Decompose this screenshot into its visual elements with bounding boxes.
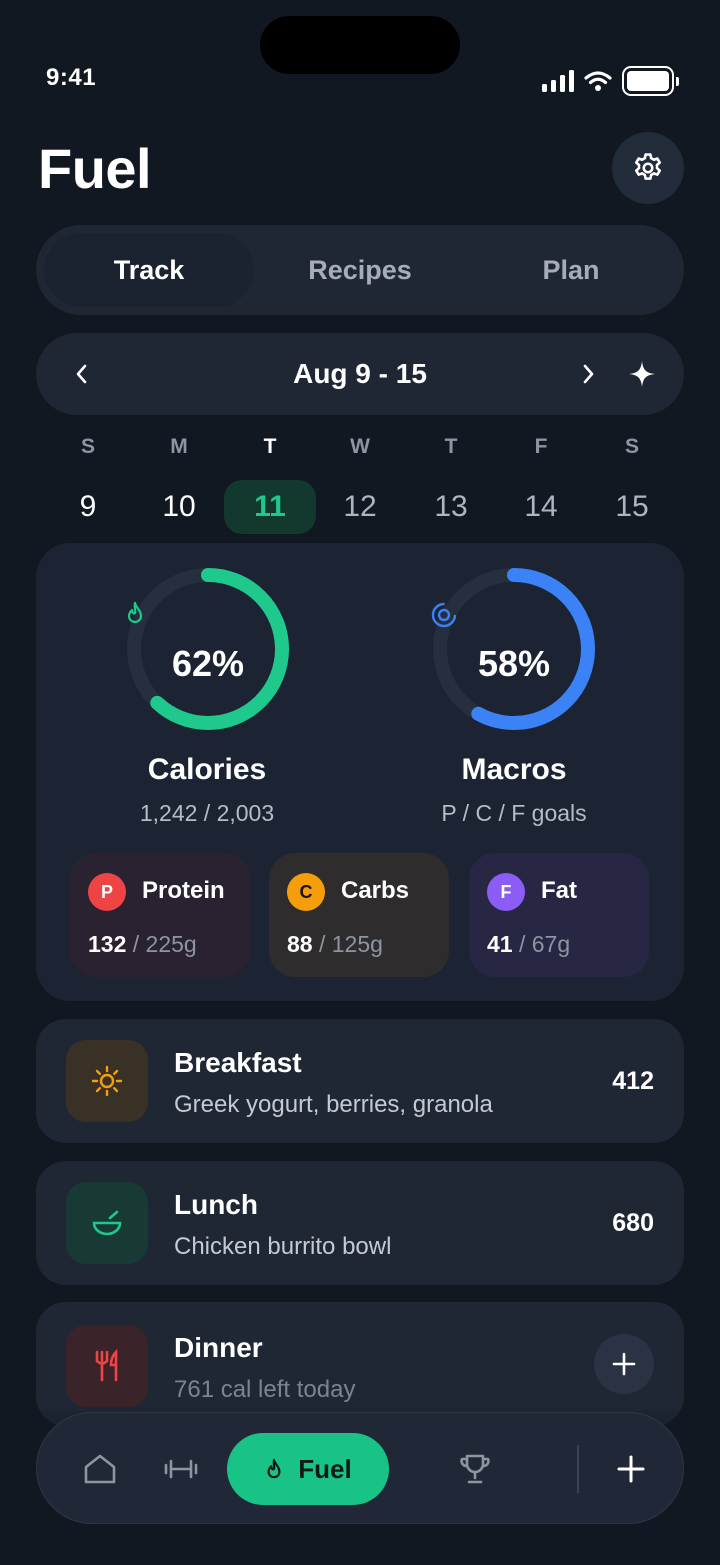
fat-badge: F (487, 873, 525, 911)
day-item[interactable]: W 12 (314, 432, 406, 534)
day-number: 9 (79, 490, 97, 523)
nav-workout-button[interactable] (161, 1413, 201, 1525)
gear-icon (634, 153, 662, 180)
sun-icon (66, 1040, 148, 1122)
nav-fuel-button[interactable]: Fuel (227, 1433, 389, 1505)
nav-achievements-button[interactable] (455, 1413, 495, 1525)
tab-bar: Track Recipes Plan (36, 225, 684, 315)
protein-badge: P (88, 873, 126, 911)
meal-description: Chicken burrito bowl (174, 1233, 392, 1260)
fat-value: 41 / 67g (487, 931, 570, 958)
status-icons (542, 66, 679, 96)
day-item[interactable]: F 14 (495, 432, 587, 534)
protein-label: Protein (142, 877, 225, 904)
day-letter: M (170, 435, 188, 458)
dynamic-island (260, 16, 460, 74)
day-number: 11 (224, 480, 316, 534)
meal-calories: 680 (612, 1209, 654, 1237)
plus-icon (612, 1352, 636, 1376)
day-number: 12 (343, 490, 377, 523)
day-number: 10 (162, 490, 196, 523)
settings-button[interactable] (612, 132, 684, 204)
day-number: 13 (434, 490, 468, 523)
status-time: 9:41 (46, 64, 97, 91)
meal-card-lunch[interactable]: Lunch Chicken burrito bowl 680 (36, 1161, 684, 1285)
day-letter: T (444, 435, 458, 458)
calories-title: Calories (147, 753, 267, 786)
ai-sparkle-button[interactable] (622, 354, 662, 394)
tab-recipes[interactable]: Recipes (308, 254, 412, 285)
nav-add-button[interactable] (609, 1413, 653, 1525)
fat-label: Fat (541, 877, 577, 904)
fat-card[interactable]: F Fat 41 / 67g (469, 853, 649, 977)
trophy-icon (460, 1454, 490, 1484)
signal-icon (542, 70, 574, 92)
calories-value: 1,242 / 2,003 (139, 800, 275, 826)
utensils-icon (66, 1325, 148, 1407)
fat-goal: / 67g (512, 931, 571, 957)
bowl-icon (66, 1182, 148, 1264)
macros-subtitle: P / C / F goals (441, 800, 587, 826)
wifi-icon (584, 71, 612, 91)
protein-current: 132 (88, 931, 127, 957)
day-letter: S (80, 435, 95, 458)
week-range: Aug 9 - 15 (293, 358, 427, 389)
plus-icon (617, 1455, 645, 1483)
meal-title: Lunch (174, 1189, 258, 1220)
calories-percent: 62% (171, 643, 245, 684)
day-item[interactable]: S 15 (586, 432, 678, 534)
day-item[interactable]: S 9 (42, 432, 134, 534)
flame-icon (267, 1458, 281, 1479)
meal-description: 761 cal left today (174, 1376, 356, 1403)
macros-title: Macros (461, 753, 567, 786)
macros-ring: 58% (430, 565, 598, 733)
dumbbell-icon (164, 1459, 198, 1479)
day-item[interactable]: T 13 (405, 432, 497, 534)
page-title: Fuel (38, 137, 152, 200)
home-icon (84, 1454, 116, 1484)
meal-title: Breakfast (174, 1047, 302, 1078)
carbs-label: Carbs (341, 877, 410, 904)
fat-current: 41 (487, 931, 513, 957)
daily-summary-card: 62% Calories 1,242 / 2,003 58% Macros P … (36, 543, 684, 1001)
tab-plan[interactable]: Plan (542, 254, 600, 285)
chevron-right-icon (583, 364, 594, 384)
carbs-value: 88 / 125g (287, 931, 383, 958)
battery-icon (622, 66, 679, 96)
day-letter: F (534, 435, 548, 458)
prev-week-button[interactable] (62, 354, 102, 394)
meal-card-breakfast[interactable]: Breakfast Greek yogurt, berries, granola… (36, 1019, 684, 1143)
day-number: 14 (524, 490, 558, 523)
protein-value: 132 / 225g (88, 931, 197, 958)
meal-description: Greek yogurt, berries, granola (174, 1091, 493, 1118)
carbs-badge: C (287, 873, 325, 911)
tab-track[interactable]: Track (44, 233, 254, 307)
day-item[interactable]: M 10 (133, 432, 225, 534)
day-letter: T (263, 435, 277, 458)
add-dinner-button[interactable] (594, 1334, 654, 1394)
nav-home-button[interactable] (77, 1413, 123, 1525)
week-navigator: Aug 9 - 15 (36, 333, 684, 415)
calories-ring: 62% (124, 565, 292, 733)
day-letter: W (350, 435, 370, 458)
carbs-current: 88 (287, 931, 313, 957)
next-week-button[interactable] (568, 354, 608, 394)
nav-divider (577, 1445, 579, 1493)
sparkle-icon (629, 361, 655, 387)
carbs-card[interactable]: C Carbs 88 / 125g (269, 853, 449, 977)
day-letter: S (624, 435, 639, 458)
bottom-nav: Fuel (36, 1412, 684, 1524)
carbs-goal: / 125g (312, 931, 383, 957)
nav-fuel-label: Fuel (298, 1453, 352, 1484)
meal-calories: 412 (612, 1067, 654, 1095)
protein-card[interactable]: P Protein 132 / 225g (70, 853, 250, 977)
day-strip: S 9 M 10 T 11 W 12 T 13 F 14 S 15 (0, 432, 720, 534)
chevron-left-icon (76, 364, 87, 384)
day-item-selected[interactable]: T 11 (224, 432, 316, 534)
macros-percent: 58% (477, 643, 551, 684)
day-number: 15 (615, 490, 649, 523)
protein-goal: / 225g (126, 931, 197, 957)
meal-title: Dinner (174, 1332, 263, 1363)
